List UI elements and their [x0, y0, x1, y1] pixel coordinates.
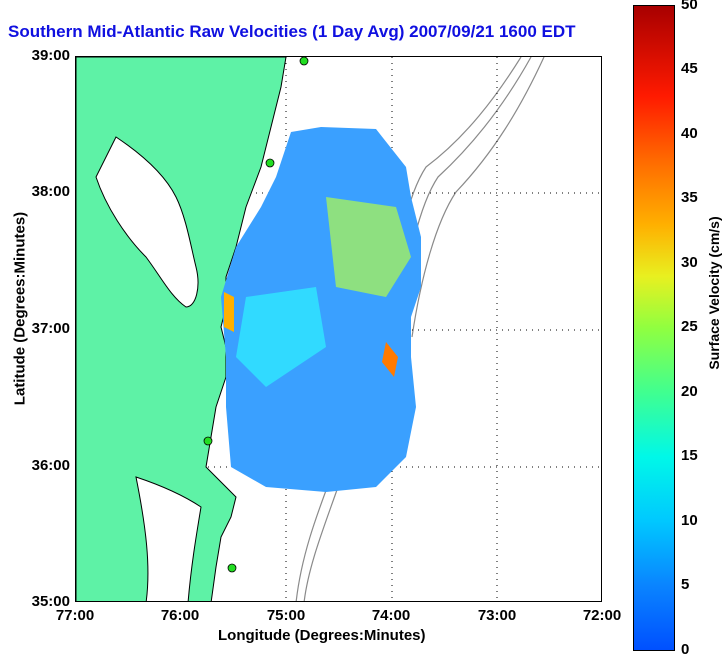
x-tick: 72:00 — [582, 607, 622, 624]
colorbar — [633, 5, 675, 651]
map-svg — [76, 57, 601, 601]
colorbar-tick: 40 — [681, 125, 698, 142]
colorbar-tick: 25 — [681, 318, 698, 335]
x-tick: 73:00 — [477, 607, 517, 624]
y-axis-label: Latitude (Degrees:Minutes) — [11, 211, 29, 406]
colorbar-tick: 20 — [681, 383, 698, 400]
colorbar-tick: 35 — [681, 189, 698, 206]
y-tick: 35:00 — [31, 593, 70, 610]
colorbar-tick: 0 — [681, 641, 690, 658]
y-tick: 39:00 — [31, 47, 70, 64]
velocity-hotspot-west — [224, 292, 234, 332]
station-marker — [227, 563, 237, 573]
x-tick: 74:00 — [371, 607, 411, 624]
colorbar-tick: 10 — [681, 512, 698, 529]
colorbar-tick: 15 — [681, 447, 698, 464]
y-tick: 36:00 — [31, 457, 70, 474]
pamlico-sound — [135, 476, 202, 601]
y-tick: 38:00 — [31, 183, 70, 200]
velocity-hotspot — [382, 342, 398, 377]
station-marker — [299, 57, 309, 66]
x-tick: 76:00 — [160, 607, 200, 624]
station-marker — [203, 436, 213, 446]
colorbar-tick: 45 — [681, 60, 698, 77]
velocity-field-strong — [326, 197, 411, 297]
colorbar-label: Surface Velocity (cm/s) — [706, 216, 722, 370]
x-tick: 75:00 — [266, 607, 306, 624]
velocity-field-cyan — [236, 287, 326, 387]
map-plot-area — [75, 56, 602, 602]
map-title: Southern Mid-Atlantic Raw Velocities (1 … — [8, 22, 576, 41]
chesapeake-bay — [95, 136, 199, 308]
radar-stations — [203, 57, 309, 573]
x-tick: 77:00 — [55, 607, 95, 624]
x-axis-label: Longitude (Degrees:Minutes) — [218, 627, 426, 644]
y-tick: 37:00 — [31, 320, 70, 337]
colorbar-tick: 5 — [681, 576, 690, 593]
colorbar-tick: 50 — [681, 0, 698, 13]
colorbar-tick: 30 — [681, 254, 698, 271]
station-marker — [265, 158, 275, 168]
